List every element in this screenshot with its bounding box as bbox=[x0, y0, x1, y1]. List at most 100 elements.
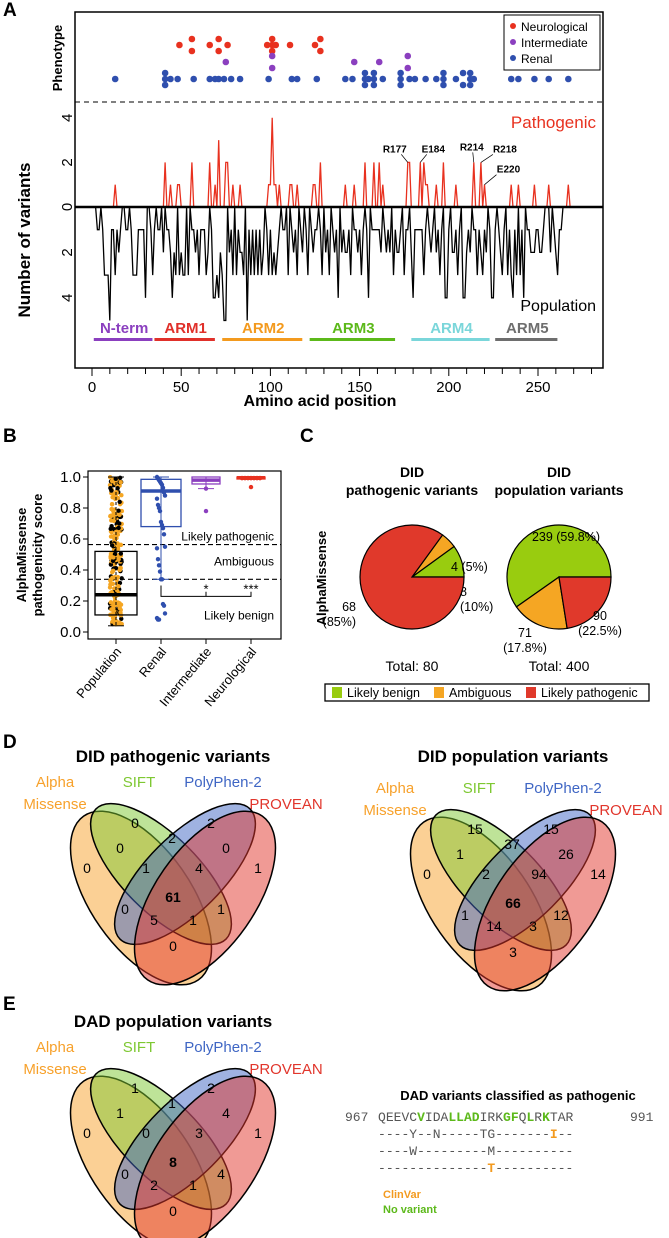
legend-label: Ambiguous bbox=[449, 686, 512, 700]
pie-title: DID bbox=[400, 464, 424, 480]
population-point bbox=[119, 576, 124, 581]
population-point bbox=[108, 526, 113, 532]
domain-bar-n-term bbox=[93, 338, 153, 341]
venn-region-a: 0 bbox=[83, 860, 91, 876]
venn-region-sp: 2 bbox=[168, 830, 176, 846]
alignment-end: 991 bbox=[630, 1110, 654, 1125]
box-population bbox=[94, 550, 138, 616]
phenotype-point-neurological bbox=[311, 41, 319, 49]
annotation-leader bbox=[480, 154, 494, 163]
population-point bbox=[115, 486, 120, 491]
venn-set-label: PROVEAN bbox=[249, 1061, 322, 1078]
venn-set-label: PROVEAN bbox=[249, 796, 322, 813]
venn-region-asp: 0 bbox=[142, 1125, 150, 1141]
phenotype-point-renal bbox=[433, 75, 440, 83]
population-point bbox=[107, 585, 113, 590]
population-point bbox=[115, 495, 121, 501]
venn-region-asv: 3 bbox=[529, 918, 537, 934]
venn-region-pv: 26 bbox=[558, 846, 574, 862]
phenotype-point-renal bbox=[236, 75, 244, 83]
population-point bbox=[111, 555, 116, 560]
venn-region-asv: 1 bbox=[189, 912, 197, 928]
significance-bracket bbox=[160, 585, 252, 597]
phenotype-point-intermediate bbox=[268, 64, 276, 72]
pie-side-label: AlphaMissense bbox=[314, 531, 329, 626]
phenotype-point-neurological bbox=[317, 47, 324, 55]
outlier-point bbox=[248, 484, 254, 490]
venn-set-label: PolyPhen-2 bbox=[184, 774, 262, 791]
venn-set-label: Missense bbox=[363, 802, 426, 819]
phenotype-point-renal bbox=[227, 75, 235, 83]
venn-region-av: 0 bbox=[169, 1203, 177, 1219]
legend-box bbox=[503, 14, 601, 71]
phenotype-point-renal bbox=[370, 81, 378, 89]
population-point bbox=[118, 610, 123, 615]
venn-region-ap: 0 bbox=[121, 1166, 129, 1182]
population-point bbox=[114, 529, 119, 534]
y-axis-label-2: pathogenicity score bbox=[30, 494, 45, 617]
significance-neurological: *** bbox=[243, 581, 258, 596]
phenotype-point-renal bbox=[288, 75, 296, 83]
renal-point bbox=[154, 546, 160, 551]
x-tick-label: 200 bbox=[436, 379, 461, 396]
venn-set-provean bbox=[133, 810, 277, 986]
population-point bbox=[109, 506, 114, 512]
pie-slice-label: 239 (59.8%) bbox=[532, 530, 600, 544]
phenotype-point-renal bbox=[293, 75, 301, 83]
population-point bbox=[110, 575, 115, 581]
venn-region-ap: 1 bbox=[461, 907, 469, 923]
y-tick-label: 0.6 bbox=[60, 531, 81, 548]
alignment-title: DAD variants classified as pathogenic bbox=[400, 1088, 636, 1103]
phenotype-point-renal bbox=[470, 75, 478, 83]
phenotype-point-renal bbox=[507, 75, 515, 83]
alignment-variant-row-1: ----Y--N-----TG-------I-- bbox=[378, 1127, 573, 1142]
phenotype-point-renal bbox=[459, 81, 467, 89]
venn-title: DID pathogenic variants bbox=[76, 747, 271, 766]
panel-label-b: B bbox=[3, 426, 17, 447]
annotation-leader bbox=[484, 174, 497, 185]
population-series-label: Population bbox=[520, 298, 596, 315]
phenotype-point-neurological bbox=[286, 41, 294, 49]
renal-point bbox=[162, 611, 168, 616]
annotation-leader bbox=[400, 154, 409, 163]
venn-region-ap: 0 bbox=[121, 901, 129, 917]
venn-set-label: PolyPhen-2 bbox=[524, 780, 602, 797]
phenotype-point-renal bbox=[531, 75, 538, 83]
venn-set-label: SIFT bbox=[123, 1039, 156, 1056]
population-point bbox=[118, 479, 123, 485]
venn-region-sv: 4 bbox=[217, 1166, 225, 1182]
population-point bbox=[119, 493, 124, 498]
phenotype-point-neurological bbox=[272, 41, 280, 49]
pie-legend-box bbox=[324, 683, 650, 702]
population-point bbox=[119, 508, 125, 514]
population-point bbox=[112, 621, 118, 626]
phenotype-point-renal bbox=[215, 75, 222, 83]
phenotype-point-renal bbox=[565, 75, 572, 83]
outlier-point bbox=[203, 486, 209, 491]
population-point bbox=[108, 600, 114, 605]
phenotype-point-neurological bbox=[215, 35, 222, 43]
population-point bbox=[108, 513, 114, 519]
phenotype-point-renal bbox=[111, 75, 119, 83]
panel-label-d: D bbox=[3, 732, 17, 753]
annotation-leader bbox=[472, 152, 475, 163]
population-point bbox=[116, 508, 121, 514]
alignment-variant-row-2: ----W---------M---------- bbox=[378, 1144, 573, 1159]
phenotype-point-renal bbox=[411, 75, 419, 83]
venn-region-a: 0 bbox=[423, 866, 431, 882]
domain-bar-arm5 bbox=[495, 338, 558, 341]
population-point bbox=[110, 534, 116, 540]
population-point bbox=[113, 481, 118, 486]
population-point bbox=[119, 616, 124, 621]
phenotype-point-intermediate bbox=[375, 58, 383, 66]
population-point bbox=[108, 562, 114, 567]
phenotype-point-neurological bbox=[206, 41, 214, 49]
population-point bbox=[117, 567, 123, 573]
domain-bar-arm4 bbox=[411, 338, 490, 341]
phenotype-point-renal bbox=[206, 75, 214, 83]
phenotype-point-intermediate bbox=[268, 52, 276, 60]
population-point bbox=[118, 551, 124, 556]
renal-point bbox=[160, 525, 166, 531]
phenotype-point-renal bbox=[440, 69, 447, 77]
pie-slice-label: 90 bbox=[593, 609, 607, 623]
